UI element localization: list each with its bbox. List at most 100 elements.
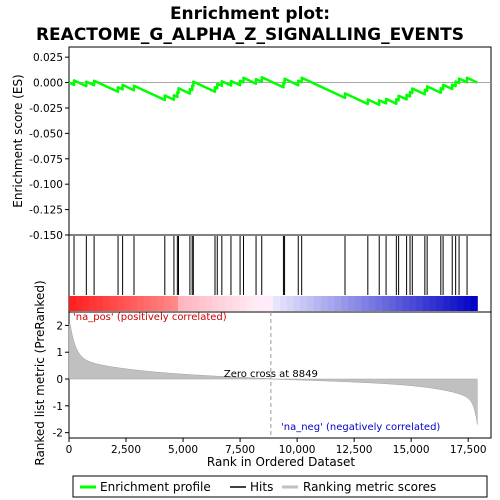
heatbar-segment [232, 296, 240, 311]
heatbar-segment [375, 296, 383, 311]
x-tick-label: 7,500 [225, 444, 255, 456]
heatbar-segment [259, 296, 267, 311]
heatbar-segment [82, 296, 90, 311]
es-y-tick-label: -0.050 [29, 128, 63, 140]
heatbar-segment [245, 296, 254, 311]
heatbar-segment [191, 296, 199, 311]
heatbar-segment [89, 296, 97, 311]
heatbar-segment [177, 296, 186, 311]
heatbar-segment [409, 296, 417, 311]
x-axis-label: Rank in Ordered Dataset [207, 455, 355, 469]
x-tick-label: 5,000 [168, 444, 198, 456]
heatbar-segment [103, 296, 111, 311]
heatbar-segment [150, 296, 158, 311]
rank-y-tick-label: -1 [53, 401, 63, 413]
x-tick-label: 0 [66, 444, 73, 456]
x-tick-label: 17,500 [450, 444, 487, 456]
x-tick-label: 2,500 [111, 444, 141, 456]
ranking-metric-area [68, 323, 478, 425]
heatbar-segment [198, 296, 206, 311]
x-tick-label: 15,000 [393, 444, 430, 456]
heatbar-segment [171, 296, 179, 311]
legend-enrichment-label: Enrichment profile [100, 480, 211, 494]
heatbar-segment [327, 296, 335, 311]
rank-y-tick-label: 2 [56, 320, 63, 332]
es-y-tick-label: -0.100 [29, 179, 63, 191]
heatbar-segment [388, 296, 397, 311]
es-panel: 0.025 0.000 -0.025 -0.050 -0.075 -0.100 -0.125… [11, 46, 492, 242]
heatbar-segment [286, 296, 295, 311]
chart-title-line2: REACTOME_G_ALPHA_Z_SIGNALLING_EVENTS [36, 25, 464, 45]
rank-y-axis-label: Ranked list metric (PreRanked) [33, 280, 47, 465]
rank-panel: Zero cross at 8849 'na_pos' (positively … [33, 280, 492, 469]
heatbar-segment [307, 296, 315, 311]
heatbar-segment [300, 296, 308, 311]
heatbar-segment [313, 296, 322, 311]
heatbar-segment [184, 296, 192, 311]
heatbar-segment [130, 296, 138, 311]
heatbar-segment [218, 296, 227, 311]
heatbar-segment [123, 296, 131, 311]
heatbar-segment [266, 296, 274, 311]
heatbar-segment [416, 296, 424, 311]
es-y-tick-label: -0.025 [29, 103, 63, 115]
heatbar-segment [75, 296, 84, 311]
heatbar-segment [164, 296, 172, 311]
chart-title-line1: Enrichment plot: [170, 4, 330, 24]
heatbar-segment [341, 296, 349, 311]
heatbar-segment [157, 296, 165, 311]
rank-y-tick-label: 0 [56, 374, 63, 386]
x-tick-label: 10,000 [279, 444, 316, 456]
heatbar-segment [463, 296, 472, 311]
heatbar-segment [368, 296, 376, 311]
heatbar-segment [252, 296, 261, 311]
x-tick-label: 12,500 [336, 444, 373, 456]
heatbar-segment [354, 296, 363, 311]
heatbar-segment [143, 296, 152, 311]
heatbar-segment [456, 296, 465, 311]
heatbar-segment [361, 296, 369, 311]
negative-correlation-label: 'na_neg' (negatively correlated) [281, 422, 440, 433]
es-y-axis-label: Enrichment score (ES) [11, 74, 25, 207]
heatbar-segment [225, 296, 233, 311]
heatbar-segment [279, 296, 288, 311]
heatbar-segment [443, 296, 451, 311]
es-y-tick-label: -0.075 [29, 154, 63, 166]
heatbar-segment [96, 296, 104, 311]
es-panel-frame [68, 46, 492, 236]
heatbar-segment [211, 296, 220, 311]
heatbar-segment [422, 296, 431, 311]
heatbar-segment [382, 296, 390, 311]
heatbar-segment [334, 296, 342, 311]
heatbar-segment [320, 296, 329, 311]
heatbar-segment [450, 296, 458, 311]
es-y-tick-label: 0.025 [33, 52, 63, 64]
es-y-tick-label: -0.125 [29, 205, 63, 217]
legend: Enrichment profile Hits Ranking metric s… [72, 475, 488, 498]
es-y-tick-label: 0.000 [33, 78, 63, 90]
enrichment-profile-line [68, 76, 478, 107]
heatbar-segment [429, 296, 437, 311]
heatbar-segment [205, 296, 213, 311]
heatbar-segment [395, 296, 403, 311]
heatbar-segment [293, 296, 301, 311]
rank-y-tick-label: 1 [56, 347, 63, 359]
heatbar-segment [273, 296, 281, 311]
legend-metric-label: Ranking metric scores [303, 480, 436, 494]
heatbar-segment [116, 296, 124, 311]
rank-y-tick-label: -2 [53, 428, 63, 440]
legend-frame [72, 475, 488, 498]
zero-cross-label: Zero cross at 8849 [224, 369, 318, 380]
heatbar-segment [436, 296, 444, 311]
hits-panel [68, 234, 492, 313]
es-y-tick-label: -0.150 [29, 230, 63, 242]
heatbar-segment [137, 296, 145, 311]
heatbar-segment [69, 296, 77, 311]
heatbar-segment [470, 296, 478, 311]
heatbar-segment [348, 296, 356, 311]
legend-hits-label: Hits [250, 480, 273, 494]
heatbar-segment [402, 296, 410, 311]
heatbar-segment [239, 296, 247, 311]
positive-correlation-label: 'na_pos' (positively correlated) [73, 312, 227, 323]
